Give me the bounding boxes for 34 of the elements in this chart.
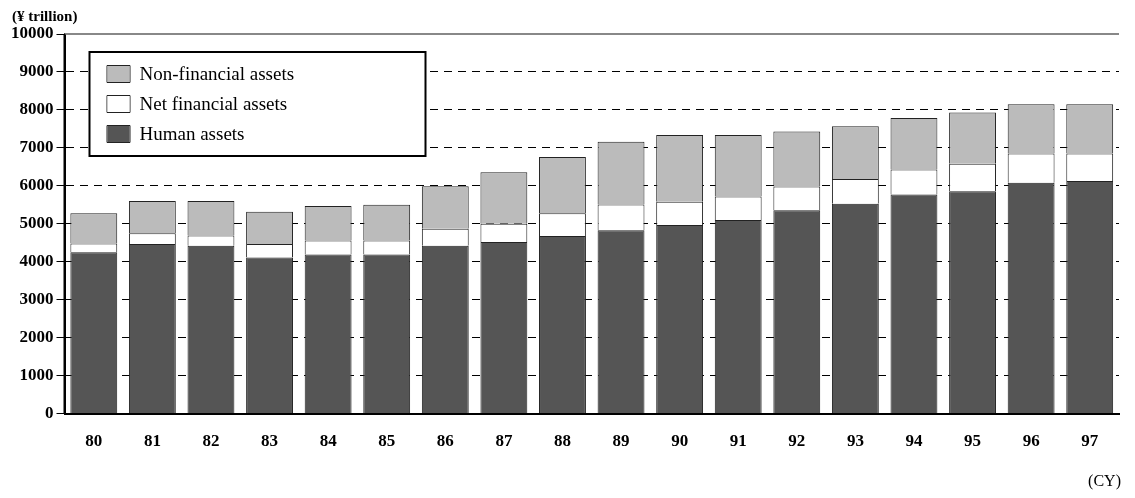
y-axis-title: (¥ trillion) <box>12 8 78 25</box>
x-tick-label: 90 <box>671 431 689 451</box>
x-tick-label: 86 <box>436 431 454 451</box>
x-tick-label: 93 <box>846 431 864 451</box>
x-tick-label: 91 <box>729 431 747 451</box>
legend-label: Non-financial assets <box>139 62 295 84</box>
y-tick-label: 9000 <box>19 61 54 81</box>
y-tick-label: 2000 <box>19 327 54 347</box>
x-tick-label: 89 <box>612 431 630 451</box>
x-axis-title: (CY) <box>1088 472 1121 490</box>
x-tick-label: 92 <box>788 431 806 451</box>
y-tick-label: 10000 <box>11 23 54 43</box>
x-tick-label: 83 <box>261 431 279 451</box>
y-tick-label: 5000 <box>19 213 54 233</box>
y-tick-label: 3000 <box>19 289 54 309</box>
y-tick-label: 4000 <box>19 251 54 271</box>
x-tick-label: 85 <box>378 431 396 451</box>
x-tick-label: 81 <box>143 431 161 451</box>
legend-label: Human assets <box>139 122 245 144</box>
x-tick-label: 94 <box>905 431 923 451</box>
y-tick-label: 8000 <box>19 99 54 119</box>
y-tick-label: 0 <box>45 402 54 422</box>
x-tick-label: 87 <box>495 431 513 451</box>
x-tick-label: 80 <box>85 431 103 451</box>
y-tick-label: 6000 <box>19 175 54 195</box>
x-tick-label: 84 <box>319 431 338 451</box>
y-tick-label: 1000 <box>19 365 54 385</box>
x-tick-label: 82 <box>202 431 220 451</box>
x-tick-label: 97 <box>1081 431 1099 451</box>
x-tick-label: 88 <box>553 431 571 451</box>
x-tick-label: 95 <box>964 431 982 451</box>
x-tick-label: 96 <box>1022 431 1040 451</box>
y-tick-label: 7000 <box>19 137 54 157</box>
legend-label: Net financial assets <box>139 92 288 114</box>
